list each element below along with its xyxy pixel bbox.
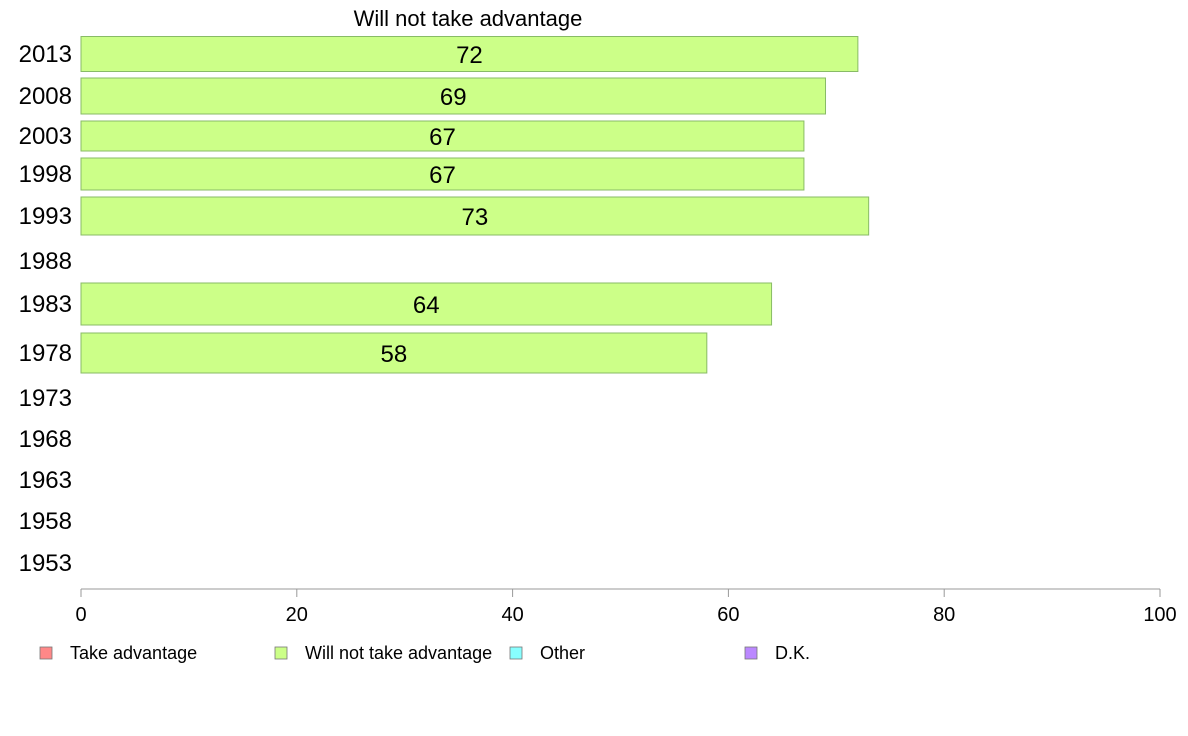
y-tick-label: 1953: [19, 550, 72, 577]
bar: [80, 332, 708, 374]
data-label: 67: [429, 162, 456, 189]
data-label: 58: [381, 341, 408, 368]
bar: [80, 157, 805, 191]
legend-label: Will not take advantage: [305, 643, 492, 663]
x-tick-label: 100: [1143, 604, 1176, 626]
bar: [80, 282, 773, 326]
legend-swatch: [509, 646, 523, 660]
y-tick-label: 2008: [19, 83, 72, 110]
data-label: 73: [461, 204, 488, 231]
y-tick-label: 1993: [19, 203, 72, 230]
data-label: 64: [413, 292, 440, 319]
y-tick-label: 2003: [19, 123, 72, 150]
legend-swatch: [39, 646, 53, 660]
bar: [80, 120, 805, 152]
x-axis-ticks: 0 20 40 60 80 100: [75, 589, 1177, 626]
y-tick-label: 1978: [19, 340, 72, 367]
y-axis-ticks: 2013 2008 2003 1998 1993 1988 1983 1978 1973 1968…: [19, 41, 72, 577]
legend-swatch: [744, 646, 758, 660]
x-tick-label: 40: [501, 604, 523, 626]
chart-title: Will not take advantage: [354, 6, 583, 31]
legend-swatch: [274, 646, 288, 660]
y-tick-label: 1983: [19, 291, 72, 318]
y-tick-label: 1963: [19, 467, 72, 494]
data-label: 72: [456, 42, 483, 69]
x-tick-label: 80: [933, 604, 955, 626]
bar: [80, 196, 870, 236]
bar: [80, 77, 827, 115]
y-tick-label: 1958: [19, 508, 72, 535]
y-tick-label: 1973: [19, 385, 72, 412]
data-label: 69: [440, 84, 467, 111]
bar: [80, 36, 859, 72]
x-tick-label: 0: [75, 604, 86, 626]
x-tick-label: 20: [286, 604, 308, 626]
y-tick-label: 1988: [19, 248, 72, 275]
legend-label: Other: [540, 643, 585, 663]
data-label: 67: [429, 124, 456, 151]
legend-label: D.K.: [775, 643, 810, 663]
legend-label: Take advantage: [70, 643, 197, 663]
y-tick-label: 1968: [19, 426, 72, 453]
legend: Take advantage Will not take advantage Oth…: [39, 643, 810, 663]
y-tick-label: 2013: [19, 41, 72, 68]
x-tick-label: 60: [717, 604, 739, 626]
y-tick-label: 1998: [19, 161, 72, 188]
